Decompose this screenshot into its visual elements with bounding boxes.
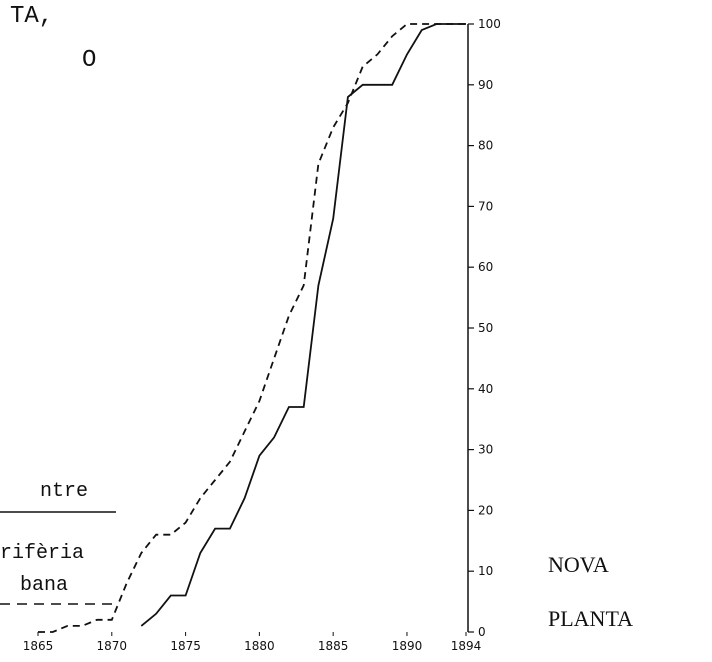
y-tick-label: 60 (478, 260, 493, 274)
x-tick-label: 1894 (451, 639, 482, 653)
x-tick-label: 1870 (97, 639, 128, 653)
y-tick-label: 40 (478, 382, 493, 396)
side-label: NOVA (548, 552, 609, 577)
x-tick-label: 1885 (318, 639, 349, 653)
legend-label: rifèria bana (0, 542, 84, 597)
y-tick-label: 100 (478, 17, 501, 31)
y-tick-label: 50 (478, 321, 493, 335)
x-tick-label: 1875 (170, 639, 201, 653)
y-tick-label: 20 (478, 503, 493, 517)
x-tick-label: 1865 (23, 639, 54, 653)
y-tick-label: 70 (478, 199, 493, 213)
y-tick-label: 0 (478, 625, 486, 639)
x-tick-label: 1880 (244, 639, 275, 653)
y-tick-label: 90 (478, 78, 493, 92)
y-tick-label: 80 (478, 139, 493, 153)
title-fragment: TA, (10, 3, 53, 30)
x-tick-label: 1890 (392, 639, 423, 653)
series-line (38, 23, 466, 633)
series-line (140, 23, 466, 627)
title-fragment: O (82, 47, 96, 74)
legend-label: ntre (40, 480, 88, 503)
y-tick-label: 30 (478, 443, 493, 457)
y-tick-label: 10 (478, 564, 493, 578)
side-label: PLANTA (548, 606, 633, 631)
